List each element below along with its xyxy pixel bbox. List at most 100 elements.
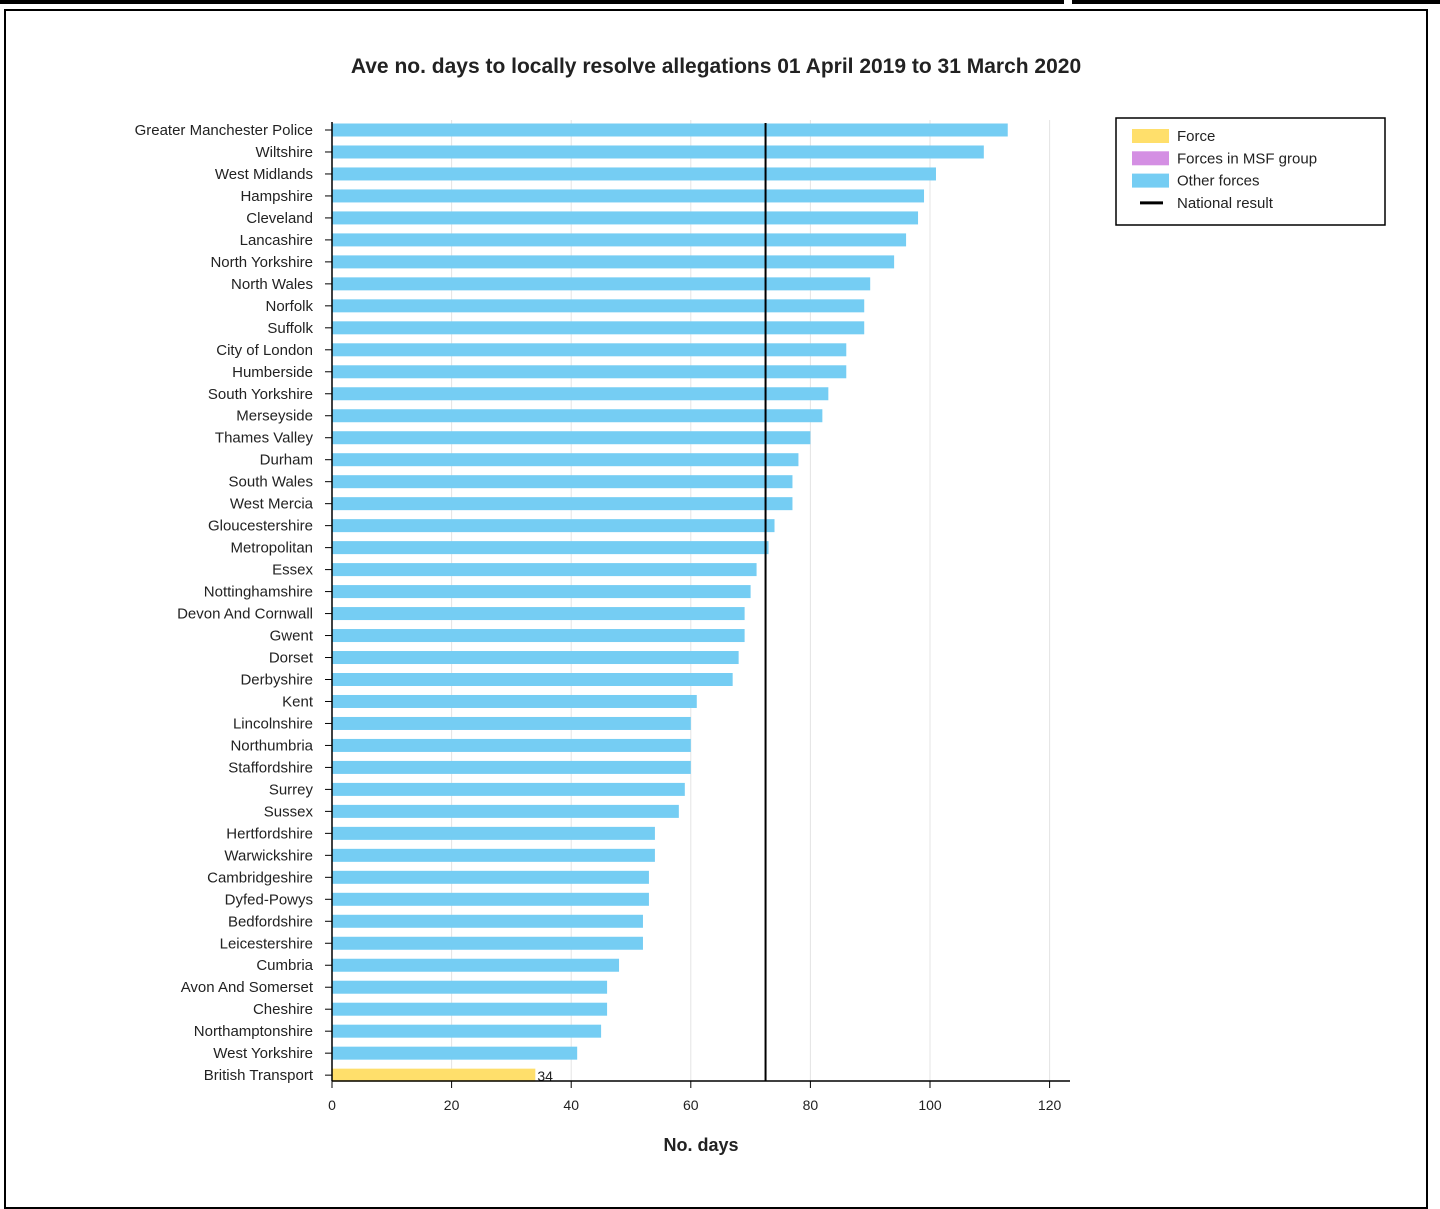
bar [332, 629, 745, 643]
bar [332, 870, 649, 884]
bar [332, 585, 751, 599]
legend-swatch [1132, 173, 1169, 188]
y-axis: Greater Manchester Police Wiltshire West M… [135, 122, 333, 1084]
category-label: Wiltshire [255, 144, 313, 161]
x-tick-label: 20 [444, 1097, 460, 1113]
category-label: Humberside [232, 364, 313, 381]
category-label: Derbyshire [240, 672, 313, 689]
bar [332, 563, 757, 577]
category-label: South Yorkshire [208, 386, 313, 403]
x-axis: 0 20 40 60 80 100 120 [328, 1080, 1070, 1113]
bar [332, 1046, 578, 1060]
category-label: Hertfordshire [226, 825, 313, 842]
bar [332, 233, 907, 247]
bar [332, 475, 793, 489]
bar [332, 673, 733, 686]
bar [332, 497, 793, 511]
x-tick-label: 40 [563, 1097, 579, 1113]
bar [332, 738, 691, 752]
bar [332, 343, 847, 357]
category-label: Northamptonshire [194, 1023, 313, 1040]
category-label: Bedfordshire [228, 913, 313, 930]
x-axis-label: No. days [663, 1135, 738, 1155]
category-label: Avon And Somerset [181, 979, 314, 996]
bar [332, 299, 865, 313]
x-tick-label: 120 [1038, 1097, 1062, 1113]
category-label: Sussex [264, 803, 314, 820]
bar [332, 255, 895, 269]
category-label: Thames Valley [215, 430, 314, 447]
bar [332, 453, 799, 467]
category-label: Gwent [270, 628, 314, 645]
x-tick-label: 100 [918, 1097, 942, 1113]
category-label: West Midlands [215, 166, 313, 183]
bar [332, 826, 655, 840]
bar [332, 914, 643, 928]
x-tick-label: 80 [803, 1097, 819, 1113]
bar [332, 541, 769, 555]
category-label: West Yorkshire [213, 1045, 313, 1062]
category-label: Lancashire [240, 232, 313, 249]
bar [332, 958, 620, 972]
category-label: Nottinghamshire [204, 584, 313, 601]
category-label: Durham [260, 452, 313, 469]
bar [332, 167, 936, 181]
bar [332, 321, 865, 335]
category-label: Hampshire [240, 188, 313, 205]
category-label: British Transport [204, 1067, 314, 1084]
bar [332, 782, 685, 796]
category-label: Lincolnshire [233, 715, 313, 732]
category-label: West Mercia [230, 496, 314, 513]
legend-label: Other forces [1177, 173, 1260, 190]
category-label: Leicestershire [220, 935, 313, 952]
bar [332, 848, 655, 862]
category-label: Northumbria [230, 737, 313, 754]
legend-label: National result [1177, 195, 1274, 212]
legend-swatch [1132, 129, 1169, 143]
category-label: Norfolk [265, 298, 313, 315]
category-label: Merseyside [236, 408, 313, 425]
category-label: Cumbria [256, 957, 313, 974]
bar [332, 607, 745, 621]
category-label: Cleveland [246, 210, 313, 227]
x-tick-label: 0 [328, 1097, 336, 1113]
category-label: Surrey [269, 781, 314, 798]
category-label: North Wales [231, 276, 313, 293]
category-label: Devon And Cornwall [177, 606, 313, 623]
top-border-right [1072, 0, 1440, 4]
bar [332, 804, 679, 818]
bar [332, 694, 697, 708]
bar [332, 936, 643, 950]
category-label: Dyfed-Powys [225, 891, 313, 908]
category-label: South Wales [229, 474, 314, 491]
bar [332, 211, 919, 225]
bar [332, 760, 691, 774]
bar [332, 123, 1008, 137]
chart-title: Ave no. days to locally resolve allegati… [351, 55, 1081, 78]
category-label: City of London [216, 342, 313, 359]
legend-label: Forces in MSF group [1177, 150, 1317, 167]
category-label: North Yorkshire [210, 254, 313, 271]
category-label: Kent [282, 693, 314, 710]
legend-swatch [1132, 151, 1169, 166]
bar [332, 1024, 602, 1038]
bar [332, 431, 811, 445]
category-label: Essex [272, 562, 313, 579]
category-label: Metropolitan [230, 540, 313, 557]
bar [332, 1002, 608, 1016]
x-tick-label: 60 [683, 1097, 699, 1113]
bar [332, 716, 691, 730]
data-label: 34 [537, 1068, 553, 1084]
bar [332, 387, 829, 401]
category-label: Warwickshire [224, 847, 313, 864]
bar [332, 892, 649, 906]
category-label: Cambridgeshire [207, 869, 313, 886]
bar [332, 365, 847, 379]
category-label: Dorset [269, 650, 314, 667]
category-label: Staffordshire [228, 759, 313, 776]
category-label: Greater Manchester Police [135, 122, 313, 139]
legend: Force Forces in MSF group Other forces Nati… [1115, 117, 1386, 226]
bar [332, 409, 823, 423]
bar [332, 145, 984, 159]
bar [332, 980, 608, 994]
